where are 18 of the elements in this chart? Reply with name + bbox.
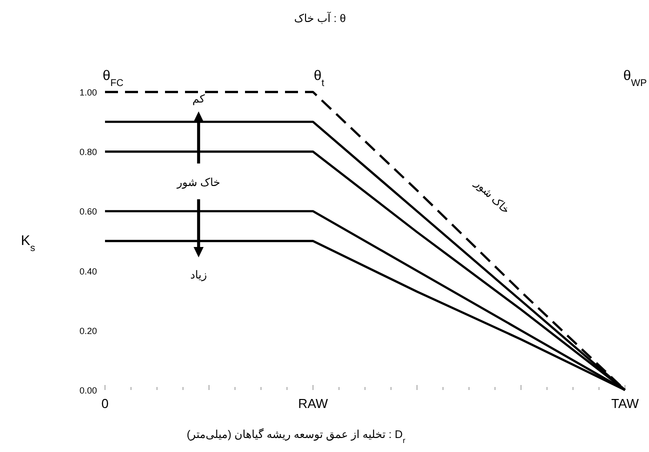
y-tick-label: 0.60 (79, 206, 97, 217)
text: θ$_{WP}$ (623, 67, 648, 88)
y-tick-label: 1.00 (79, 88, 97, 98)
text: θ$_{FC}$ (102, 67, 124, 88)
x-tick-label: 0 (101, 396, 109, 411)
annotation: خاک شور (471, 177, 512, 216)
annotation: کم (192, 93, 206, 106)
y-axis-title: K$_{s}$ (20, 232, 36, 254)
x-tick-label: TAW (611, 396, 640, 411)
x-tick-label: RAW (298, 396, 329, 411)
y-tick-label: 0.40 (79, 266, 97, 276)
y-tick-label: 0.80 (79, 147, 97, 158)
text: θ$_{t}$ (314, 67, 325, 88)
chart-title: θ : آب خاک (294, 11, 346, 25)
annotation: خاک شور (176, 176, 220, 189)
y-tick-label: 0.00 (79, 386, 97, 396)
annotation: زیاد (190, 269, 207, 282)
y-tick-label: 0.20 (79, 326, 97, 336)
